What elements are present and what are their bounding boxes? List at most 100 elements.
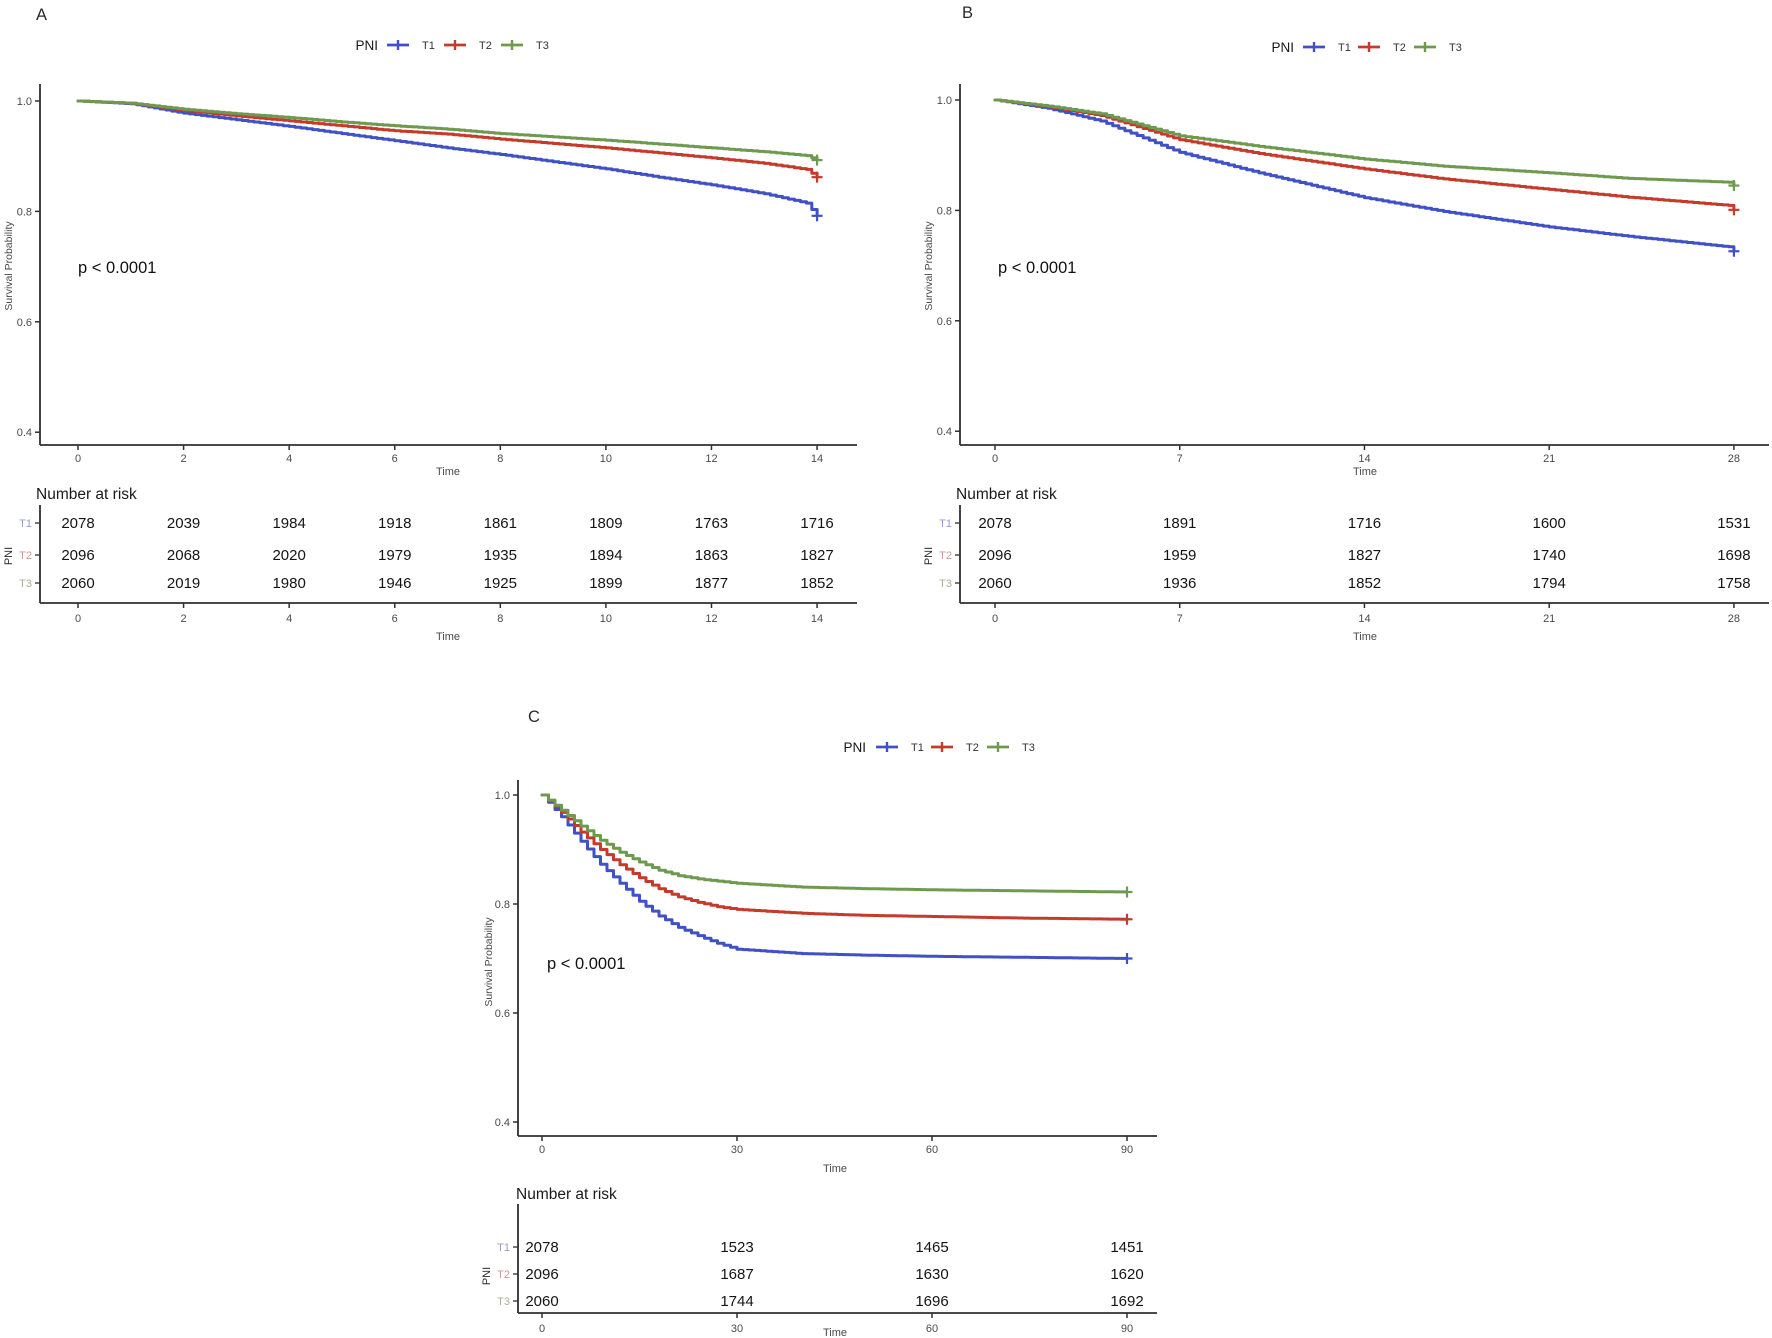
x-tick-label: 6	[392, 453, 398, 465]
risk-value: 2096	[525, 1266, 558, 1283]
risk-value: 1891	[1163, 515, 1196, 532]
panel-a-legend-title: PNI	[355, 38, 378, 53]
y-tick-label: 0.8	[17, 206, 32, 218]
risk-value: 1936	[1163, 575, 1196, 592]
risk-value: 2060	[61, 575, 94, 592]
panel-c-generated: 1.0 0.8 0.6 0.4 0 30 60 90 2078 1523 1465 1451 2096 1…	[495, 742, 1157, 1335]
risk-value: 1827	[800, 547, 833, 564]
km-curve-t2	[540, 793, 1129, 921]
risk-value: 1763	[695, 515, 728, 532]
panel-c-risk-xlabel: Time	[823, 1327, 847, 1338]
x-tick-label: 12	[705, 453, 717, 465]
risk-tick-label: 2	[181, 613, 187, 625]
x-tick-label: 0	[992, 453, 998, 465]
risk-value: 1451	[1110, 1239, 1143, 1256]
panel-a: A PNI T1 T2 T3 Survival Probability p < …	[3, 6, 857, 643]
y-tick-label: 0.8	[937, 205, 952, 217]
risk-value: 1465	[915, 1239, 948, 1256]
risk-value: 1984	[272, 515, 305, 532]
y-tick-label: 0.6	[495, 1008, 510, 1020]
y-tick-label: 1.0	[17, 96, 32, 108]
panel-c-risk-row-label-t3: T3	[497, 1296, 510, 1308]
panel-a-legend-label-t1: T1	[422, 40, 435, 52]
x-tick-label: 14	[811, 453, 823, 465]
risk-value: 1852	[800, 575, 833, 592]
panel-c: C PNI T1 T2 T3 Survival Probability p < …	[481, 708, 1157, 1338]
x-tick-label: 14	[1358, 453, 1370, 465]
risk-value: 1600	[1533, 515, 1566, 532]
panel-c-risk-axis-label: PNI	[481, 1267, 493, 1285]
risk-tick-label: 7	[1177, 613, 1183, 625]
risk-value: 2078	[525, 1239, 558, 1256]
x-tick-label: 7	[1177, 453, 1183, 465]
y-tick-label: 0.8	[495, 899, 510, 911]
panel-c-legend-label-t2: T2	[966, 742, 979, 754]
risk-tick-label: 21	[1543, 613, 1555, 625]
x-tick-label: 90	[1121, 1144, 1133, 1156]
risk-tick-label: 14	[1358, 613, 1370, 625]
panel-b-risk-axis-label: PNI	[923, 547, 935, 565]
risk-value: 1852	[1348, 575, 1381, 592]
risk-value: 1809	[589, 515, 622, 532]
risk-tick-label: 30	[731, 1323, 743, 1335]
risk-value: 1620	[1110, 1266, 1143, 1283]
panel-c-risk-title: Number at risk	[516, 1186, 617, 1203]
panel-a-label: A	[36, 6, 47, 24]
panel-c-risk-row-label-t2: T2	[497, 1269, 510, 1281]
panel-b-legend-label-t2: T2	[1393, 42, 1406, 54]
panel-b-label: B	[962, 4, 973, 22]
risk-tick-label: 8	[497, 613, 503, 625]
panel-b-risk-xlabel: Time	[1353, 631, 1377, 643]
panel-c-label: C	[528, 708, 540, 726]
x-tick-label: 4	[286, 453, 292, 465]
x-tick-label: 28	[1728, 453, 1740, 465]
km-curve-t3	[540, 793, 1129, 894]
panel-a-ylabel: Survival Probability	[3, 221, 15, 311]
risk-value: 1980	[272, 575, 305, 592]
y-tick-label: 0.4	[495, 1117, 510, 1129]
panel-a-risk-xlabel: Time	[436, 631, 460, 643]
risk-value: 1523	[720, 1239, 753, 1256]
risk-value: 1877	[695, 575, 728, 592]
panel-a-pvalue: p < 0.0001	[78, 259, 156, 277]
x-tick-label: 60	[926, 1144, 938, 1156]
panel-a-legend-label-t2: T2	[479, 40, 492, 52]
x-tick-label: 10	[600, 453, 612, 465]
y-tick-label: 1.0	[937, 95, 952, 107]
risk-value: 2039	[167, 515, 200, 532]
risk-tick-label: 6	[392, 613, 398, 625]
risk-value: 1687	[720, 1266, 753, 1283]
risk-value: 2068	[167, 547, 200, 564]
risk-tick-label: 0	[75, 613, 81, 625]
panel-c-legend-label-t3: T3	[1022, 742, 1035, 754]
risk-value: 2060	[525, 1293, 558, 1310]
panel-a-risk-row-label-t1: T1	[19, 518, 32, 530]
x-tick-label: 8	[497, 453, 503, 465]
risk-tick-label: 4	[286, 613, 292, 625]
risk-tick-label: 14	[811, 613, 823, 625]
km-curve-t1	[540, 793, 1129, 960]
risk-value: 2078	[978, 515, 1011, 532]
panel-a-xlabel: Time	[436, 466, 460, 478]
panel-c-pvalue: p < 0.0001	[547, 955, 625, 973]
panel-b-risk-row-label-t3: T3	[939, 578, 952, 590]
risk-value: 1935	[484, 547, 517, 564]
risk-value: 1716	[800, 515, 833, 532]
panel-c-xlabel: Time	[823, 1163, 847, 1175]
risk-value: 2078	[61, 515, 94, 532]
panel-b: B PNI T1 T2 T3 Survival Probability p < …	[923, 4, 1769, 643]
risk-value: 1918	[378, 515, 411, 532]
panel-b-legend-title: PNI	[1271, 40, 1294, 55]
risk-value: 1925	[484, 575, 517, 592]
risk-value: 1863	[695, 547, 728, 564]
panel-a-risk-row-label-t2: T2	[19, 550, 32, 562]
risk-value: 1630	[915, 1266, 948, 1283]
risk-value: 1698	[1717, 547, 1750, 564]
panel-c-legend-title: PNI	[843, 740, 866, 755]
risk-value: 1959	[1163, 547, 1196, 564]
panel-c-legend-label-t1: T1	[911, 742, 924, 754]
y-tick-label: 0.6	[937, 316, 952, 328]
panel-b-risk-row-label-t2: T2	[939, 550, 952, 562]
